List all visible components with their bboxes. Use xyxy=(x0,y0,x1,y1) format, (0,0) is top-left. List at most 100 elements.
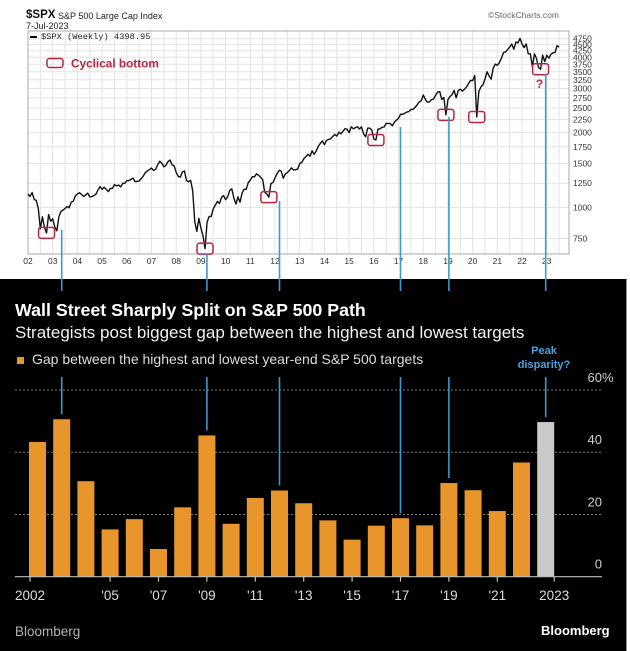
x-tick-label: 12 xyxy=(270,256,280,266)
x-tick-label: 15 xyxy=(344,256,354,266)
x-tick-label: 02 xyxy=(23,256,33,266)
y-tick-label: 3750 xyxy=(573,59,592,69)
y-tick-label: 0 xyxy=(595,557,602,572)
x-tick-label: 08 xyxy=(171,256,181,266)
bar-2022 xyxy=(513,462,530,577)
bar-2004 xyxy=(77,481,95,577)
x-tick-label: '05 xyxy=(101,588,119,603)
bar-2002 xyxy=(29,441,46,577)
bar-2021 xyxy=(488,511,506,577)
bar-2019 xyxy=(440,483,458,577)
source-credit: Bloomberg xyxy=(15,623,81,639)
legend-swatch-icon xyxy=(17,357,24,364)
y-tick-label: 1500 xyxy=(573,158,592,168)
y-tick-label: 2500 xyxy=(573,103,592,113)
x-tick-label: 18 xyxy=(419,256,429,266)
x-tick-label: 03 xyxy=(48,256,58,266)
y-tick-label: 750 xyxy=(573,234,587,244)
bar-2015 xyxy=(343,539,361,577)
question-mark-annotation: ? xyxy=(536,77,543,91)
callout-disparity: disparity? xyxy=(517,358,571,371)
x-tick-label: 2002 xyxy=(15,588,45,603)
bar-2020 xyxy=(464,490,482,577)
x-tick-label: 2023 xyxy=(539,588,569,603)
spx-date: 7-Jul-2023 xyxy=(26,20,69,31)
y-tick-label: 1000 xyxy=(573,202,592,212)
y-tick-label: 4000 xyxy=(573,52,592,62)
x-tick-label: 13 xyxy=(295,256,305,266)
bar-2010 xyxy=(222,523,240,577)
x-tick-label: 21 xyxy=(493,256,503,266)
x-tick-label: '17 xyxy=(392,588,410,603)
y-tick-label: 20 xyxy=(588,494,602,509)
x-tick-label: '09 xyxy=(198,588,216,603)
y-tick-label: 4250 xyxy=(573,46,592,56)
cyclical-bottom-marker xyxy=(196,242,214,255)
x-tick-label: 19 xyxy=(443,256,453,266)
bar-2016 xyxy=(367,525,385,577)
bar-2008 xyxy=(174,507,192,577)
y-tick-label: 4500 xyxy=(573,40,592,50)
spx-line-chart: 7501000125015001750200022502500275030003… xyxy=(23,30,592,266)
bar-2012 xyxy=(271,490,288,577)
bar-2017 xyxy=(392,518,409,577)
x-tick-label: 17 xyxy=(394,256,404,266)
y-tick-label: 1750 xyxy=(573,142,592,152)
x-tick-label: 09 xyxy=(196,256,206,266)
x-tick-label: '15 xyxy=(343,588,361,603)
y-tick-label: 40 xyxy=(588,432,602,447)
y-tick-label: 2750 xyxy=(573,93,592,103)
x-tick-label: 11 xyxy=(246,256,255,266)
x-tick-label: 16 xyxy=(369,256,379,266)
bar-2013 xyxy=(295,503,313,577)
chart-subtitle: Strategists post biggest gap between the… xyxy=(15,322,525,342)
x-tick-label: 05 xyxy=(97,256,107,266)
bar-2011 xyxy=(246,497,264,577)
annotation-legend-label: Cyclical bottom xyxy=(71,57,159,71)
x-tick-label: '19 xyxy=(440,588,458,603)
spx-price-line xyxy=(27,37,560,250)
bar-legend-label: Gap between the highest and lowest year-… xyxy=(32,351,424,368)
grid xyxy=(28,31,569,254)
y-tick-label: 60% xyxy=(588,370,614,385)
x-tick-label: 04 xyxy=(73,256,83,266)
bar-2009 xyxy=(198,435,216,577)
y-tick-label: 3000 xyxy=(573,83,592,93)
y-tick-label: 3500 xyxy=(573,67,592,77)
bar-2005 xyxy=(101,529,119,577)
y-tick-label: 1250 xyxy=(573,178,592,188)
x-tick-label: 20 xyxy=(468,256,478,266)
plot-border xyxy=(27,30,570,255)
y-tick-label: 4750 xyxy=(573,34,592,44)
spx-symbol: $SPX xyxy=(26,8,56,21)
y-tick-label: 2000 xyxy=(573,127,592,137)
cyclical-bottom-marker xyxy=(260,190,278,204)
x-tick-label: '13 xyxy=(295,588,313,603)
x-tick-label: 14 xyxy=(320,256,330,266)
y-tick-label: 2250 xyxy=(573,115,592,125)
stockcharts-watermark: ©StockCharts.com xyxy=(488,10,559,21)
bar-2006 xyxy=(125,519,143,577)
cyclical-bottom-marker xyxy=(37,226,56,240)
x-tick-label: 07 xyxy=(147,256,157,266)
bar-2014 xyxy=(319,520,337,577)
x-tick-label: 23 xyxy=(542,256,552,266)
x-tick-label: 06 xyxy=(122,256,132,266)
line-legend-marker-icon xyxy=(30,35,37,38)
spx-series-legend: $SPX (Weekly) 4398.95 xyxy=(41,32,151,43)
x-tick-label: 10 xyxy=(221,256,231,266)
callout-peak: Peak xyxy=(531,344,557,357)
cyclical-bottom-marker xyxy=(367,133,385,147)
x-tick-label: '21 xyxy=(489,588,507,603)
cyclical-bottom-marker xyxy=(531,62,550,76)
bar-2023 xyxy=(537,422,555,577)
cyclical-bottom-marker xyxy=(468,110,486,124)
spx-index-name: S&P 500 Large Cap Index xyxy=(58,10,163,21)
x-tick-label: 22 xyxy=(517,256,527,266)
bar-2007 xyxy=(150,549,167,577)
bloomberg-logo: Bloomberg xyxy=(541,623,610,638)
y-tick-label: 3250 xyxy=(573,75,592,85)
bar-2018 xyxy=(416,525,434,577)
chart-title: Wall Street Sharply Split on S&P 500 Pat… xyxy=(15,299,366,320)
bar-2003 xyxy=(53,419,71,577)
